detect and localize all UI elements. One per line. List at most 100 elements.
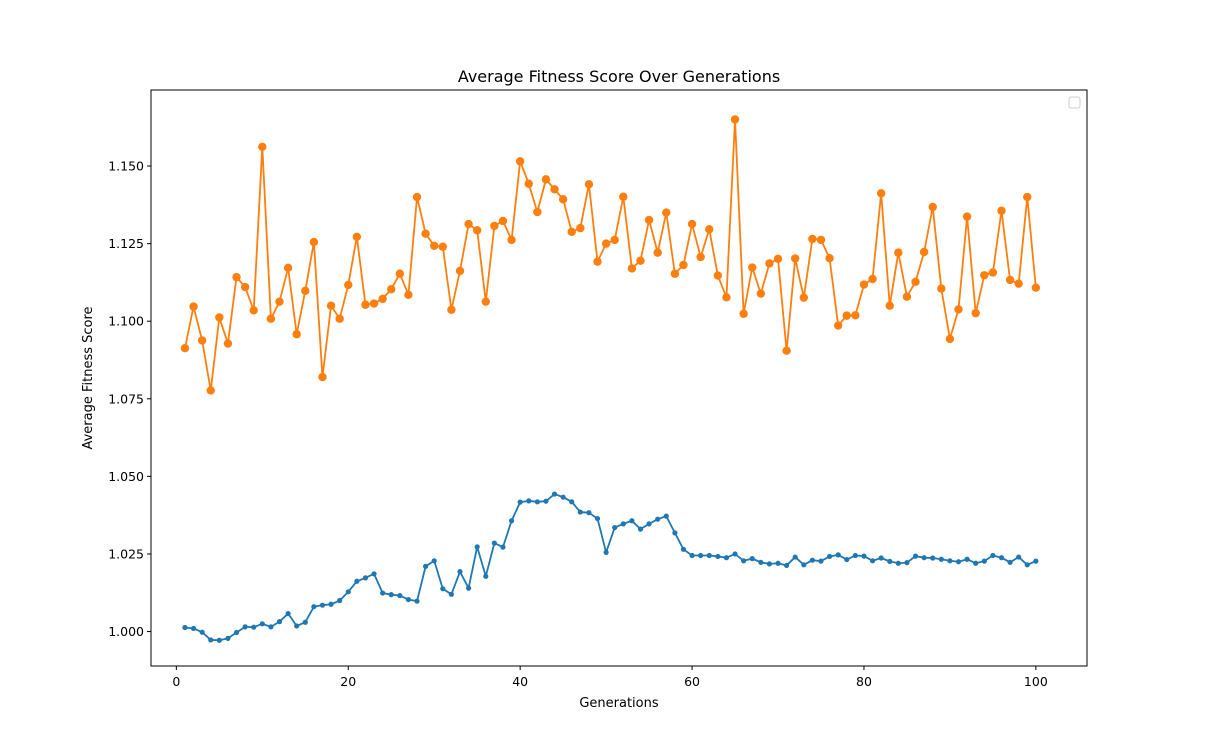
series-2-point: [215, 313, 224, 322]
series-2-point: [593, 257, 602, 266]
series-2-point: [481, 297, 490, 306]
series-2-point: [189, 302, 198, 311]
series-1-point: [216, 637, 222, 643]
series-1-point: [380, 590, 386, 596]
y-tick-label: 1.125: [108, 236, 144, 251]
series-1-point: [337, 597, 343, 604]
series-1-point: [190, 625, 197, 632]
series-2-point: [292, 330, 301, 339]
series-1-point: [242, 624, 248, 630]
series-1-point: [405, 596, 412, 603]
series-1-point: [311, 604, 317, 610]
series-1-point: [741, 558, 747, 564]
series-1-point: [551, 491, 558, 497]
series-1-point: [534, 499, 540, 505]
series-2-point: [223, 339, 233, 348]
series-1-point: [259, 621, 265, 627]
series-2-point: [361, 300, 370, 309]
series-1-point: [1007, 559, 1013, 565]
series-2-point: [283, 263, 293, 273]
series-2-point: [971, 308, 980, 318]
series-1-point: [569, 499, 575, 505]
series-1-point: [388, 592, 394, 598]
series-1-point: [792, 554, 798, 560]
x-tick-label: 0: [172, 674, 180, 689]
series-1-point: [715, 553, 721, 560]
series-1-point: [698, 552, 704, 559]
series-1-point: [655, 516, 661, 522]
series-1-point: [586, 510, 592, 516]
series-1-point: [345, 589, 351, 595]
series-2-point: [713, 271, 723, 280]
series-1-point: [818, 558, 824, 564]
series-1-point: [448, 591, 454, 597]
series-2-point: [687, 219, 697, 229]
series-1-point: [723, 555, 730, 561]
series-1-point: [835, 552, 841, 558]
series-2-point: [335, 314, 344, 323]
series-2-point: [1031, 283, 1041, 292]
series-1-point: [930, 555, 936, 561]
series-2-point: [705, 225, 714, 234]
legend-box: [1068, 96, 1081, 109]
series-2-point: [799, 293, 808, 302]
series-2-point: [859, 280, 869, 289]
series-1-point: [302, 619, 308, 625]
series-1-point: [947, 558, 953, 564]
series-1-point: [844, 556, 850, 563]
series-1-point: [319, 602, 326, 608]
series-2-point: [318, 372, 327, 382]
series-2-point: [756, 289, 766, 298]
series-1-point: [577, 509, 583, 515]
x-tick-label: 40: [512, 674, 528, 689]
series-2-point: [430, 241, 439, 250]
series-1-point: [887, 558, 893, 565]
series-2-point: [670, 269, 680, 278]
series-1-point: [199, 629, 205, 635]
series-2-point: [636, 256, 645, 265]
series-2-point: [894, 248, 903, 257]
series-2-point: [601, 239, 611, 248]
series-layer: [180, 115, 1041, 643]
series-2-point: [249, 306, 258, 315]
series-1-point: [852, 552, 858, 559]
series-1-point: [689, 552, 695, 559]
series-2-point: [962, 212, 972, 221]
series-2-point: [550, 185, 559, 194]
series-1-point: [878, 555, 884, 561]
y-tick-label: 1.000: [108, 624, 144, 639]
series-2-point: [885, 301, 894, 310]
series-2-point: [765, 259, 774, 268]
series-1-point: [904, 560, 910, 566]
series-2-point: [558, 195, 568, 204]
chart-title: Average Fitness Score Over Generations: [458, 67, 780, 86]
y-tick-label: 1.050: [108, 469, 144, 484]
series-2-point: [541, 175, 551, 184]
series-2-point: [498, 216, 508, 226]
series-1-point: [612, 524, 618, 531]
series-1-point: [1024, 562, 1030, 568]
series-2-point: [997, 206, 1006, 215]
series-2-point: [644, 215, 654, 225]
series-2-point: [404, 290, 413, 300]
series-2-point: [988, 268, 998, 277]
y-tick-label: 1.025: [108, 546, 144, 561]
series-2-point: [730, 115, 740, 124]
series-2-point: [902, 292, 912, 301]
series-1-point: [775, 560, 781, 566]
series-1-point: [560, 494, 566, 500]
y-tick-label: 1.150: [108, 159, 144, 174]
series-1-point: [1016, 554, 1022, 560]
series-1-point: [500, 544, 506, 550]
series-1-point: [603, 549, 609, 556]
series-1-point: [285, 610, 291, 617]
series-2-point: [438, 242, 447, 251]
series-2-point: [980, 271, 989, 280]
series-1-point: [431, 558, 437, 564]
x-tick-label: 100: [1024, 674, 1048, 689]
series-1-point: [526, 498, 532, 504]
series-1-point: [998, 555, 1005, 561]
series-2-point: [507, 235, 516, 245]
